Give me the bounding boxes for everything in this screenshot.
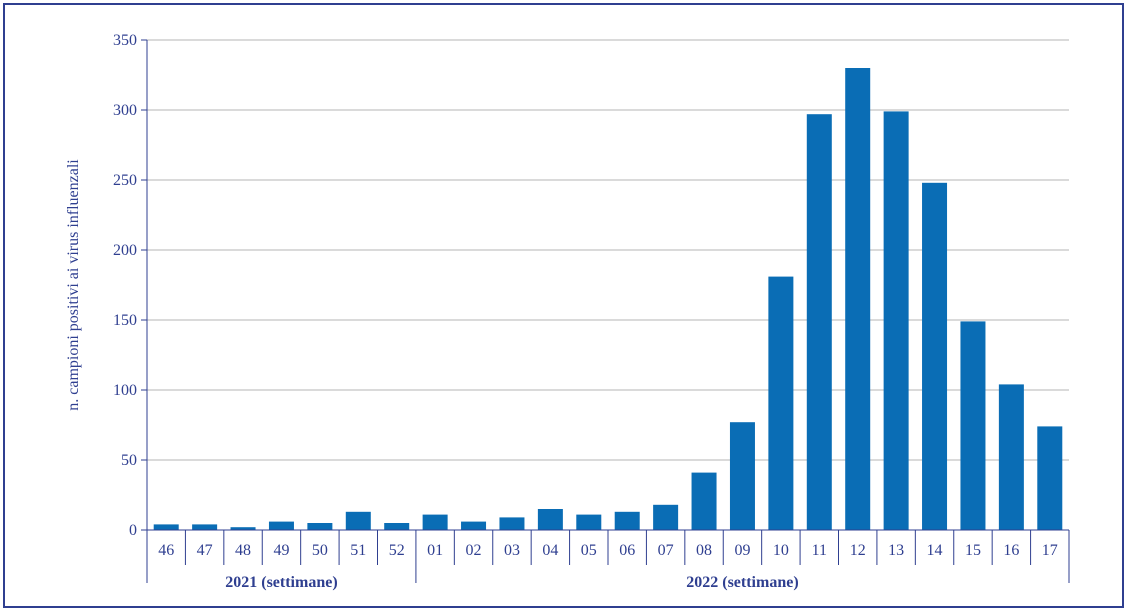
bar [768,276,794,530]
bar [614,511,640,530]
bar [537,509,563,530]
bar [1037,426,1063,530]
bar [307,523,333,530]
bar [230,527,256,530]
x-tick-label: 01 [427,542,443,559]
x-tick-label: 03 [504,542,520,559]
x-tick-label: 09 [734,542,750,559]
bar [922,182,948,531]
x-tick-label: 08 [696,542,712,559]
bar [960,321,986,530]
y-axis-label: n. campioni positivi ai virus influenzal… [65,159,82,411]
bar [422,514,448,530]
x-tick-label: 47 [197,542,213,559]
x-tick-label: 14 [927,542,943,559]
bar [998,384,1024,530]
x-tick-label: 07 [658,542,674,559]
gridlines [147,39,1069,461]
x-tick-label: 49 [273,542,289,559]
bar [729,422,755,530]
x-tick-label: 51 [350,542,366,559]
x-tick-label: 05 [581,542,597,559]
y-tick-label: 200 [113,242,137,259]
x-tick-label: 16 [1003,542,1019,559]
y-tick-label: 50 [121,452,137,469]
bar [461,521,487,530]
bar [845,68,871,530]
x-group-label: 2021 (settimane) [225,574,337,591]
bar [192,524,218,530]
bar [653,504,679,530]
y-tick-label: 300 [113,102,137,119]
x-tick-label: 12 [850,542,866,559]
y-tick-label: 250 [113,172,137,189]
x-tick-label: 15 [965,542,981,559]
y-tick-label: 100 [113,382,137,399]
x-tick-label: 13 [888,542,904,559]
x-group-label: 2022 (settimane) [686,574,798,591]
y-tick-label: 150 [113,312,137,329]
axes [141,39,1070,583]
bar [883,111,909,531]
x-tick-label: 11 [812,542,827,559]
bar [345,511,371,530]
y-tick-label: 350 [113,32,137,49]
bar [153,524,179,530]
bar [384,523,410,530]
x-tick-label: 02 [466,542,482,559]
x-tick-label: 50 [312,542,328,559]
bar [576,514,602,530]
x-tick-label: 52 [389,542,405,559]
y-tick-label: 0 [129,522,137,539]
x-tick-label: 06 [619,542,635,559]
bar [691,472,717,530]
bar [806,114,832,530]
x-tick-label: 10 [773,542,789,559]
bars [153,68,1063,531]
bar [268,521,294,530]
x-tick-label: 46 [158,542,174,559]
x-tick-label: 48 [235,542,251,559]
bar [499,517,525,530]
x-tick-label: 04 [542,542,558,559]
x-tick-label: 17 [1042,542,1058,559]
